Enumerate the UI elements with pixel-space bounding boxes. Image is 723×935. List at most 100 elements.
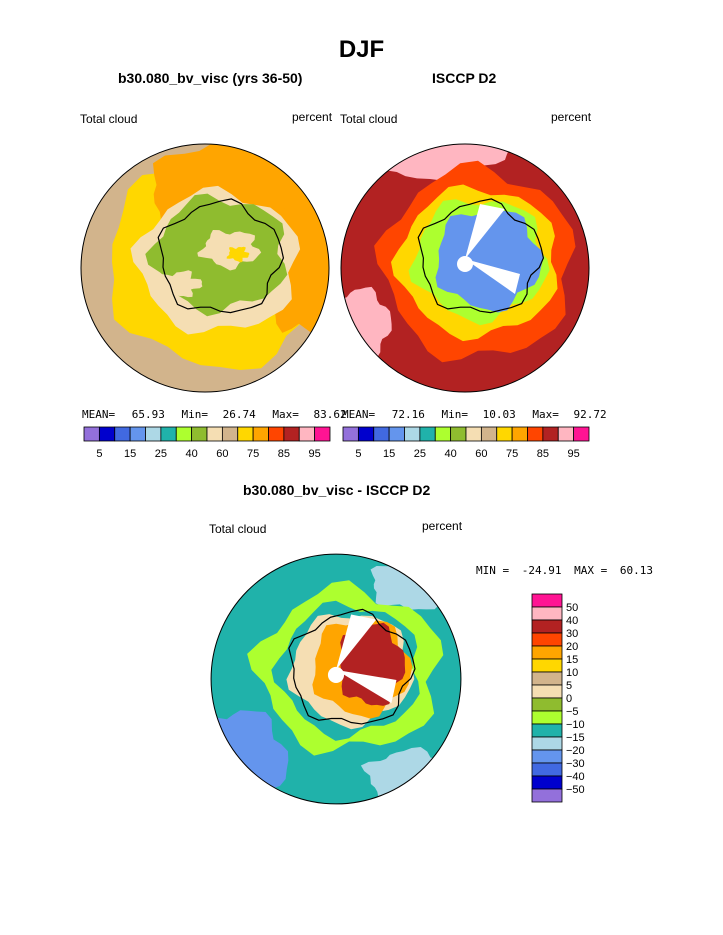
panel2-colorbar-box <box>557 426 575 442</box>
panel3-colorbar-box <box>531 775 563 790</box>
panel1-colorbar-tick-label: 15 <box>124 448 136 460</box>
panel3-colorbar-box <box>531 593 563 608</box>
panel3-colorbar-box <box>531 606 563 621</box>
panel1-mean-label: MEAN= <box>82 408 116 421</box>
panel3-colorbar-tick-label: −50 <box>566 784 585 796</box>
panel1-max-label: Max= <box>272 408 299 421</box>
panel3-colorbar-tick-label: −15 <box>566 732 585 744</box>
panel1-mean-value: 65.93 <box>131 408 165 421</box>
panel1-field <box>81 144 329 392</box>
panel2-right-label: percent <box>551 110 592 124</box>
panel2-region-missing-pole <box>457 256 473 272</box>
panel3-coastline <box>288 608 416 725</box>
panel3-left-label: Total cloud <box>209 522 267 536</box>
panel3-max-value: 60.13 <box>619 564 653 577</box>
panel3-right-label: percent <box>422 519 463 533</box>
panel3-colorbar-tick-label: 15 <box>566 654 578 666</box>
panel3-colorbar-box <box>531 723 563 738</box>
panel3-colorbar-box <box>531 658 563 673</box>
panel3-field <box>211 554 461 804</box>
panel1-colorbar-box <box>129 426 146 442</box>
panel1-colorbar-box <box>298 426 316 442</box>
panel3-colorbar-tick-label: −40 <box>566 771 585 783</box>
panel1-min-value: 26.74 <box>222 408 256 421</box>
panel3-region-missing-south <box>336 669 397 704</box>
panel3-colorbar-box <box>531 619 563 634</box>
panel2-title: ISCCP D2 <box>432 70 497 86</box>
panel2-colorbar: 5 15 25 40 60 75 85 95 <box>342 426 590 460</box>
panel3-colorbar-box <box>531 710 563 725</box>
panel2-colorbar-box <box>342 426 359 442</box>
panel2-mean-value: 72.16 <box>391 408 425 421</box>
panel2-region-missing-south <box>465 259 520 294</box>
panel2-colorbar-box <box>573 426 590 442</box>
panel1-colorbar-box <box>314 426 331 442</box>
panel2-max-value: 92.72 <box>573 408 607 421</box>
panel1-colorbar-tick-label: 85 <box>278 448 290 460</box>
panel2-colorbar-tick-label: 25 <box>414 448 426 460</box>
panel2-map <box>340 143 590 393</box>
panel1-colorbar-box <box>175 426 193 442</box>
panel1-colorbar-tick-label: 40 <box>186 448 198 460</box>
panel1-region-interior-light-west <box>158 270 203 298</box>
panel2-colorbar-box <box>465 426 482 442</box>
panel3-colorbar-tick-label: 30 <box>566 628 578 640</box>
panel1-colorbar-box <box>83 426 100 442</box>
panel3-map <box>210 553 462 805</box>
panel2-region-missing-north <box>465 204 505 259</box>
panel1-colorbar-box <box>252 426 269 442</box>
panel1-colorbar-tick-label: 5 <box>96 448 102 460</box>
panel3-region-missing-north <box>336 614 377 670</box>
panel1-map-border <box>80 143 330 393</box>
panel1-right-label: percent <box>292 110 333 124</box>
panel3-colorbar-box <box>531 749 563 764</box>
panel2-colorbar-box <box>496 426 513 442</box>
panel2-min-label: Min= <box>441 408 469 421</box>
panel3-colorbar-tick-label: 10 <box>566 667 578 679</box>
panel1-left-label: Total cloud <box>80 112 138 126</box>
panel1-region-interior-spot <box>226 246 250 263</box>
panel2-colorbar-box <box>404 426 421 442</box>
panel2-coastline <box>417 198 545 314</box>
panel3-colorbar-tick-label: 20 <box>566 641 578 653</box>
panel1-colorbar-tick-label: 75 <box>247 448 259 460</box>
panel2-colorbar-box <box>480 426 498 442</box>
panel3-colorbar-box <box>531 697 563 712</box>
panel1-colorbar-box <box>221 426 239 442</box>
panel1-map <box>80 143 330 393</box>
panel1-colorbar-box <box>283 426 300 442</box>
panel3-colorbar-tick-label: 50 <box>566 602 578 614</box>
panel3-colorbar-tick-label: −5 <box>566 706 579 718</box>
panel3-colorbar-box <box>531 632 563 647</box>
panel3-region-missing-pole <box>327 666 345 684</box>
panel3-colorbar-tick-label: −20 <box>566 745 585 757</box>
panel1-coastline <box>157 198 285 314</box>
panel1-max-value: 83.62 <box>313 408 347 421</box>
panel3-min-value: -24.91 <box>521 564 562 577</box>
panel3-colorbar-tick-label: 5 <box>566 680 572 692</box>
panel1-colorbar-tick-label: 25 <box>155 448 167 460</box>
panel2-field <box>341 144 589 392</box>
panel2-colorbar-tick-label: 85 <box>537 448 549 460</box>
panel1-colorbar-tick-label: 95 <box>309 448 321 460</box>
panel3-max-label: MAX = <box>574 564 608 577</box>
panel2-colorbar-box <box>511 426 528 442</box>
panel3-stats: MIN = -24.91 MAX = 60.13 <box>476 564 653 577</box>
panel3-colorbar-box <box>531 736 563 751</box>
panel2-colorbar-box <box>527 426 544 442</box>
panel2-mean-label: MEAN= <box>342 408 376 421</box>
panel1-colorbar-box <box>114 426 131 442</box>
panel2-colorbar-box <box>388 426 405 442</box>
panel2-stats: MEAN= 72.16 Min= 10.03 Max= 92.72 <box>342 408 607 421</box>
panel3-min-label: MIN = <box>476 564 510 577</box>
panel3-colorbar-box <box>531 788 563 803</box>
panel2-colorbar-box <box>434 426 452 442</box>
panel3-colorbar-tick-label: −10 <box>566 719 585 731</box>
panel2-colorbar-box <box>357 426 375 442</box>
panel1-stats: MEAN= 65.93 Min= 26.74 Max= 83.62 <box>82 408 347 421</box>
panel1-colorbar-box <box>191 426 208 442</box>
panel1-colorbar-box <box>160 426 177 442</box>
panel3-title: b30.080_bv_visc - ISCCP D2 <box>243 482 431 498</box>
panel2-colorbar-tick-label: 95 <box>568 448 580 460</box>
